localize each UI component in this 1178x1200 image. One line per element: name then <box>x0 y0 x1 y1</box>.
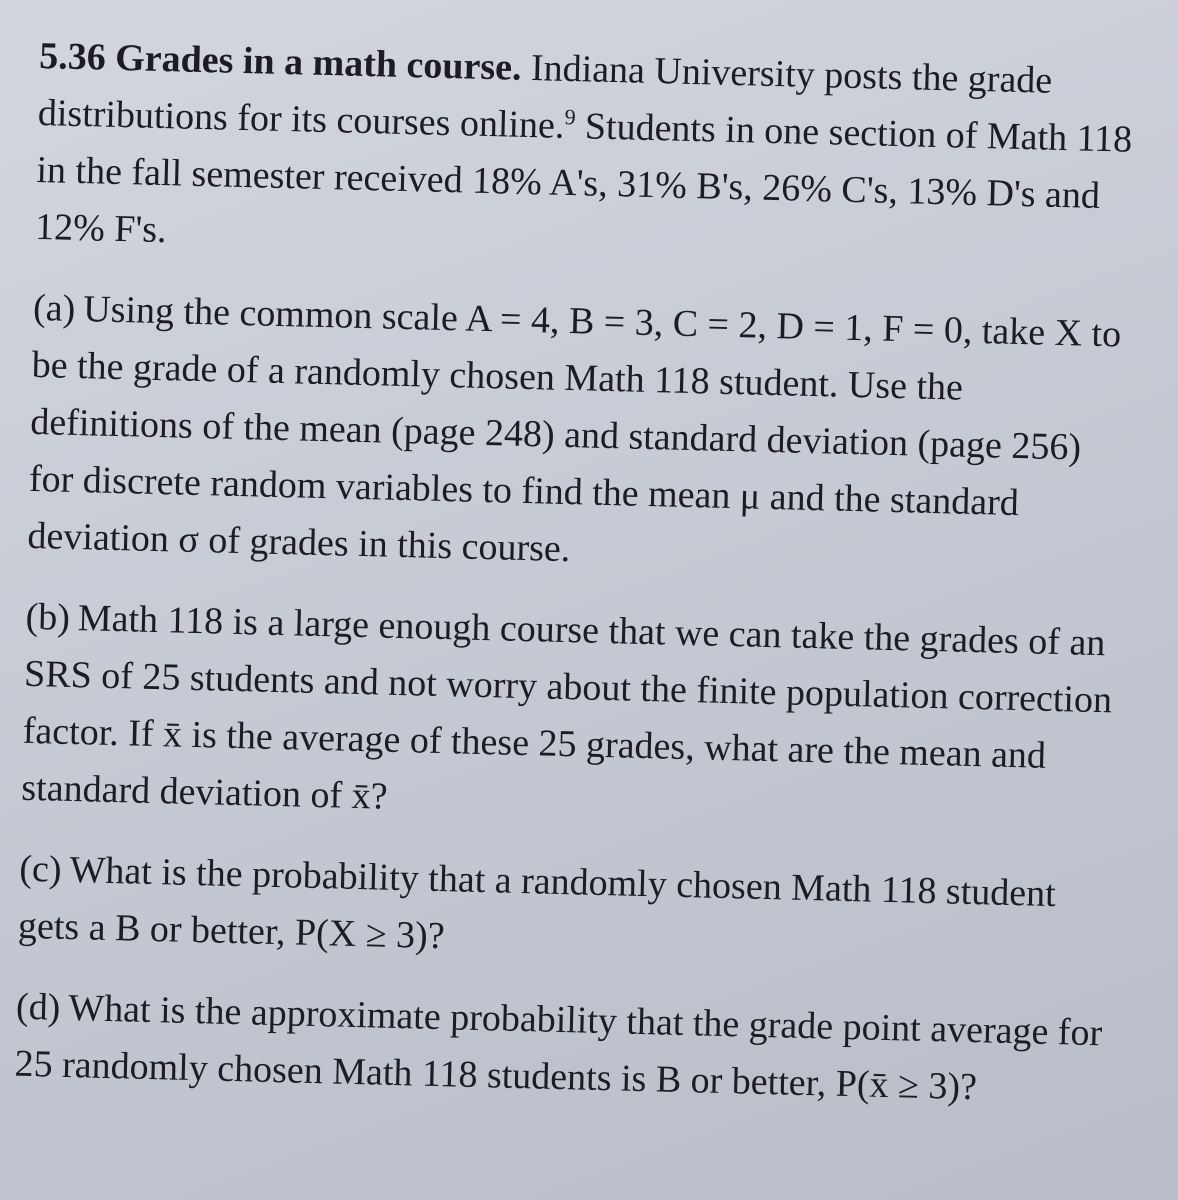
textbook-page: 5.36 Grades in a math course. Indiana Un… <box>13 28 1139 1144</box>
exercise-title: Grades in a math course. <box>114 36 523 89</box>
part-label: (d) <box>15 985 61 1029</box>
parts: (a) Using the common scale A = 4, B = 3, … <box>14 280 1134 1120</box>
part: (d) What is the approximate probability t… <box>14 979 1116 1120</box>
footnote-ref: 9 <box>564 104 576 130</box>
part-text: What is the approximate probability that… <box>14 986 1103 1109</box>
part-text: What is the probability that a randomly … <box>17 848 1057 958</box>
part: (c) What is the probability that a random… <box>17 841 1119 982</box>
part-text: Math 118 is a large enough course that w… <box>20 597 1113 818</box>
part: (a) Using the common scale A = 4, B = 3, … <box>27 280 1134 592</box>
exercise-number: 5.36 <box>38 34 107 79</box>
part-label: (a) <box>32 286 76 330</box>
part-label: (b) <box>25 595 71 639</box>
part-text: Using the common scale A = 4, B = 3, C =… <box>27 288 1122 571</box>
part-label: (c) <box>18 847 63 891</box>
part: (b) Math 118 is a large enough course tha… <box>21 589 1126 844</box>
intro: 5.36 Grades in a math course. Indiana Un… <box>34 28 1139 283</box>
